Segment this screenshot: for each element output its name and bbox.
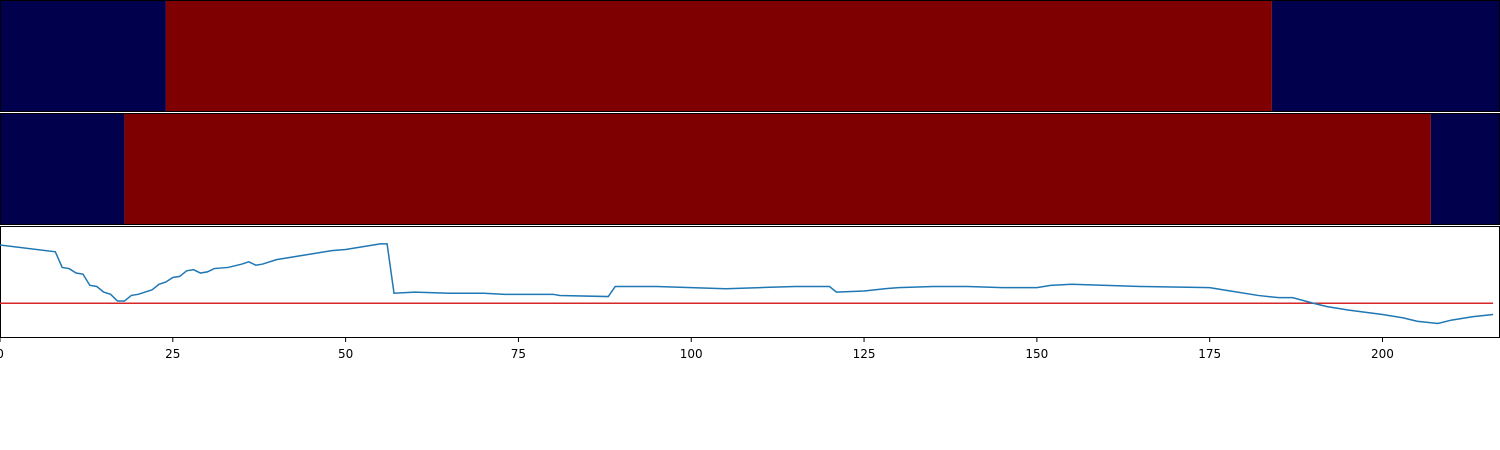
x-tick-label: 150 — [1025, 347, 1048, 361]
heatmap-cell — [165, 0, 1272, 112]
x-tick-label: 200 — [1371, 347, 1394, 361]
heatmap-cell — [0, 0, 166, 112]
heatmap-cell — [1271, 0, 1500, 112]
x-tick-label: 125 — [853, 347, 876, 361]
panel-frame — [0, 226, 1500, 338]
x-tick-label: 50 — [338, 347, 353, 361]
x-tick-label: 75 — [511, 347, 526, 361]
heatmap-cell — [0, 113, 125, 225]
data-line — [0, 243, 1494, 325]
heatmap-cell — [1430, 113, 1500, 225]
x-tick-label: 100 — [680, 347, 703, 361]
x-tick-label: 0 — [0, 347, 4, 361]
x-tick-label: 175 — [1198, 347, 1221, 361]
heatmap-cell — [124, 113, 1431, 225]
x-tick-label: 25 — [165, 347, 180, 361]
